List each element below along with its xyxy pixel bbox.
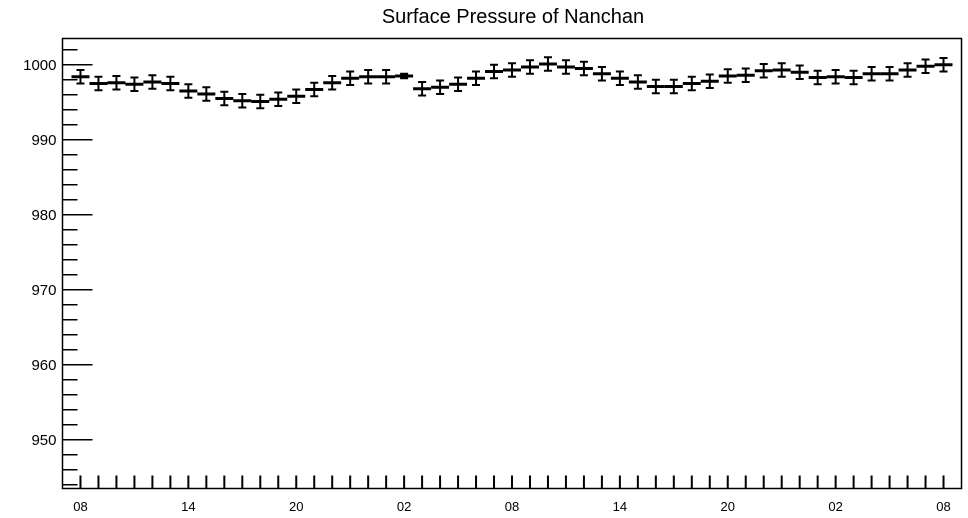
- data-point: [772, 62, 791, 78]
- x-tick-label: 14: [181, 499, 195, 514]
- data-point: [718, 68, 737, 84]
- data-point: [431, 79, 450, 95]
- data-point: [107, 75, 126, 91]
- plot-frame: [61, 37, 963, 490]
- chart-title: Surface Pressure of Nanchan: [382, 6, 644, 28]
- data-point: [610, 70, 629, 86]
- data-point: [574, 60, 593, 77]
- data-point: [844, 69, 863, 86]
- data-point: [449, 76, 468, 92]
- data-point: [161, 75, 180, 92]
- y-tick-label: 950: [31, 432, 56, 449]
- data-point: [664, 78, 683, 95]
- x-tick-label: 20: [289, 499, 303, 514]
- y-tick-label: 980: [31, 207, 56, 224]
- data-series: [71, 56, 953, 110]
- data-point: [754, 63, 773, 79]
- x-tick-label: 02: [397, 499, 411, 514]
- data-point: [341, 70, 360, 86]
- data-point: [790, 64, 809, 80]
- data-point: [700, 73, 719, 89]
- data-point: [71, 69, 90, 85]
- data-point: [395, 72, 414, 80]
- data-point: [503, 62, 521, 78]
- data-point: [646, 78, 665, 95]
- y-axis: 950 960 970 980 990 1000: [23, 49, 93, 486]
- data-point: [215, 90, 234, 107]
- data-point: [269, 91, 288, 107]
- data-point: [862, 66, 881, 82]
- x-tick-label: 14: [613, 499, 627, 514]
- x-tick-label: 08: [505, 499, 519, 514]
- data-point: [808, 69, 827, 86]
- data-point: [323, 75, 342, 91]
- data-point: [179, 83, 198, 99]
- data-point: [485, 63, 504, 80]
- data-point: [556, 59, 575, 75]
- data-point: [520, 59, 539, 75]
- data-point: [736, 67, 755, 83]
- data-point: [682, 75, 701, 92]
- data-point: [89, 75, 108, 92]
- x-tick-label: 08: [73, 499, 87, 514]
- data-point: [898, 62, 917, 78]
- y-tick-label: 1000: [23, 57, 56, 74]
- data-point: [233, 93, 252, 109]
- x-axis: 08 14 20 02 08 14 20 02 08: [73, 475, 951, 514]
- x-tick-label: 02: [828, 499, 842, 514]
- x-tick-label: 20: [721, 499, 735, 514]
- data-point: [538, 56, 557, 72]
- x-tick-label: 08: [936, 499, 950, 514]
- data-point: [377, 69, 396, 85]
- data-point: [826, 69, 845, 85]
- data-point: [934, 57, 953, 73]
- data-point: [467, 70, 486, 86]
- data-point: [880, 66, 899, 82]
- data-point: [359, 69, 378, 85]
- data-point: [628, 74, 647, 90]
- data-point: [251, 93, 270, 110]
- y-tick-label: 960: [31, 357, 56, 374]
- y-tick-label: 990: [31, 132, 56, 149]
- data-point: [916, 58, 935, 74]
- data-point: [125, 76, 144, 92]
- data-point: [287, 88, 306, 104]
- data-point: [197, 86, 216, 102]
- data-point: [592, 66, 611, 82]
- data-point: [143, 74, 162, 90]
- data-point: [413, 81, 432, 97]
- y-tick-label: 970: [31, 282, 56, 299]
- data-point: [305, 81, 324, 98]
